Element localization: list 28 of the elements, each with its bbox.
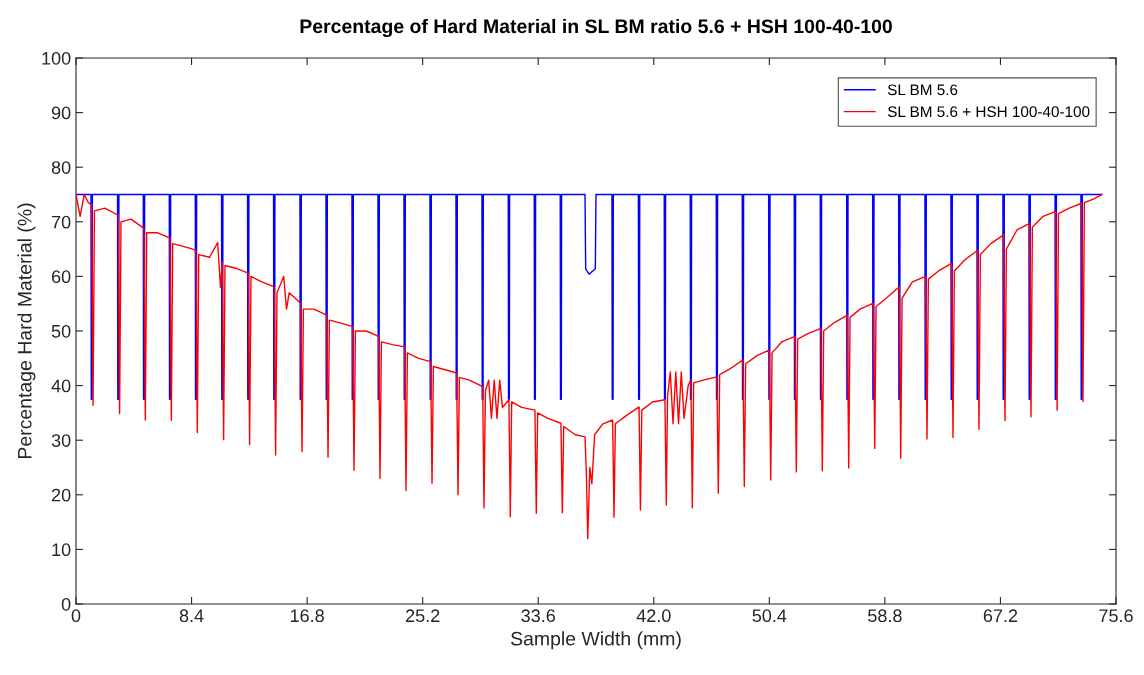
legend-label: SL BM 5.6 xyxy=(887,84,958,96)
y-tick-label: 80 xyxy=(51,161,71,174)
x-tick-label: 42.0 xyxy=(636,609,671,623)
x-tick-label: 25.2 xyxy=(406,609,440,623)
x-tick-label: 75.6 xyxy=(1099,609,1133,623)
x-tick-label: 67.2 xyxy=(983,609,1018,623)
y-tick-label: 10 xyxy=(52,543,71,557)
y-tick-label: 30 xyxy=(51,434,71,447)
line-series xyxy=(76,193,1103,540)
legend-label: SL BM 5.6 + HSH 100-40-100 xyxy=(887,106,1090,118)
x-tick-label: 50.4 xyxy=(752,609,787,623)
y-tick-label: 60 xyxy=(51,270,71,284)
y-tick-label: 70 xyxy=(51,215,71,229)
chart-title: Percentage of Hard Material in SL BM ratio 5.6 + HSH 100-40-100 xyxy=(300,18,892,38)
x-tick-label: 8.4 xyxy=(179,609,204,623)
x-axis-title: Sample Width (mm) xyxy=(511,631,681,650)
x-tick-label: 16.8 xyxy=(290,609,324,623)
y-tick-label: 50 xyxy=(51,324,71,338)
line-series xyxy=(76,193,1103,400)
y-tick-label: 40 xyxy=(51,379,71,393)
x-tick-label: 33.6 xyxy=(521,609,555,623)
y-tick-label: 90 xyxy=(51,106,71,120)
y-tick-label: 100 xyxy=(42,51,71,65)
x-tick-label: 0 xyxy=(71,609,81,623)
y-axis-title: Percentage Hard Material (%) xyxy=(17,203,36,458)
y-tick-label: 0 xyxy=(61,597,71,611)
y-tick-label: 20 xyxy=(51,488,71,502)
x-tick-label: 58.8 xyxy=(868,609,902,623)
